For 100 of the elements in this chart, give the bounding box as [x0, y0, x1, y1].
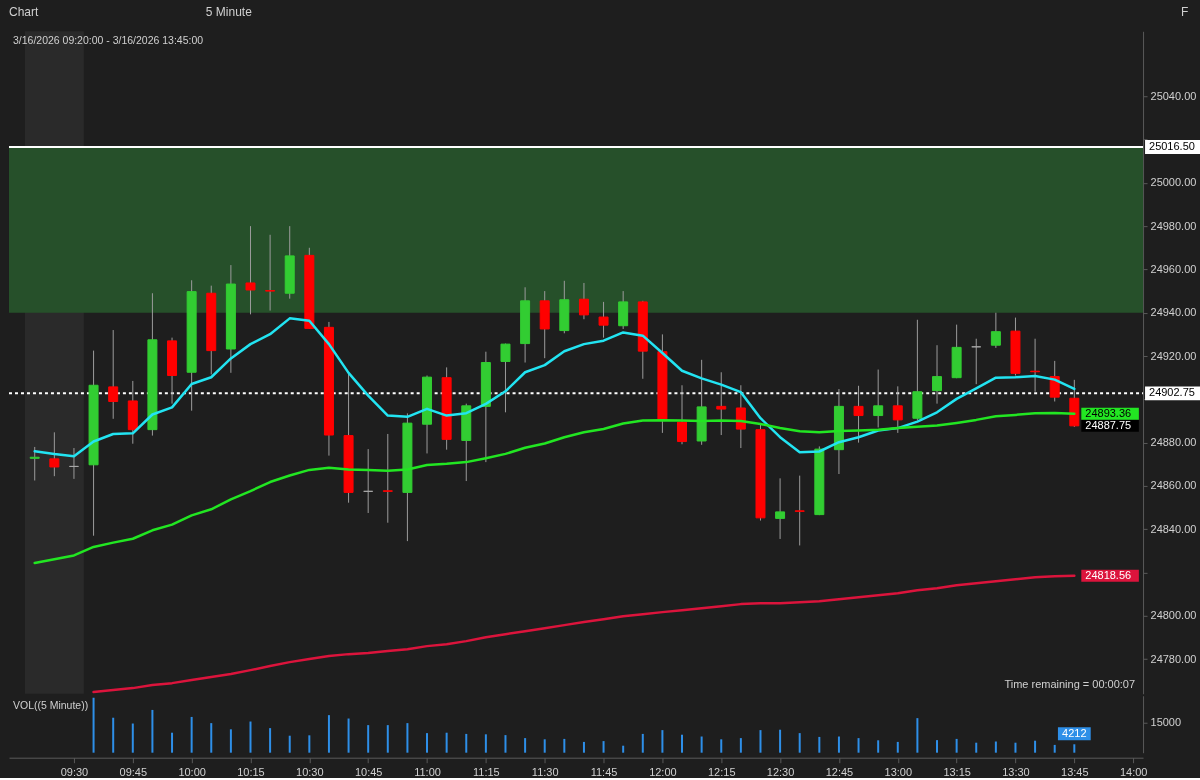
- bar: [1014, 742, 1017, 753]
- x-tick-label: 12:30: [766, 766, 795, 779]
- bar: [563, 738, 566, 753]
- y-tick-label: 24780.00: [1150, 652, 1197, 665]
- ref-line-label: 25016.50: [1149, 140, 1195, 153]
- bar: [798, 733, 801, 753]
- x-tick-label: 09:30: [60, 766, 89, 779]
- chart-title: VOL((5 Minute)): [12, 699, 89, 711]
- candlestick: [245, 225, 256, 315]
- y-tick-label: 24920.00: [1150, 349, 1197, 362]
- x-tick-label: 13:15: [943, 766, 971, 779]
- bar: [269, 728, 272, 753]
- candlestick: [853, 385, 864, 444]
- y-tick-label: 24840.00: [1150, 522, 1197, 535]
- bar: [131, 723, 134, 753]
- x-tick-label: 10:30: [296, 766, 324, 779]
- y-tick-label: 24980.00: [1150, 219, 1197, 232]
- candlestick: [265, 234, 276, 312]
- bar: [759, 730, 762, 753]
- y-tick-label: 24860.00: [1150, 479, 1197, 492]
- bar: [681, 734, 684, 753]
- bar: [661, 730, 664, 753]
- candlestick: [794, 475, 805, 546]
- bar: [837, 736, 840, 753]
- bar: [582, 741, 585, 753]
- bar: [720, 739, 723, 753]
- candlestick: [775, 477, 786, 540]
- bar: [190, 716, 193, 753]
- bar: [504, 735, 507, 753]
- x-tick-label: 13:30: [1002, 766, 1030, 779]
- x-tick-label: 09:45: [119, 766, 148, 779]
- x-tick-label: 10:15: [237, 766, 265, 779]
- x-tick-label: 12:45: [825, 766, 854, 779]
- bar: [92, 697, 95, 753]
- bar: [602, 741, 605, 753]
- x-tick-label: 11:30: [531, 766, 559, 779]
- bar: [465, 733, 468, 753]
- candlestick: [49, 431, 60, 477]
- x-tick-label: 12:00: [649, 766, 677, 779]
- candlestick: [578, 282, 589, 320]
- bar: [955, 738, 958, 753]
- bar: [367, 725, 370, 753]
- x-tick-label: 14:00: [1119, 766, 1148, 779]
- bar: [700, 736, 703, 753]
- bar: [936, 740, 939, 753]
- y-tick-label: 15000: [1150, 716, 1182, 729]
- text: F: [1181, 5, 1189, 20]
- x-tick-label: 11:45: [590, 766, 618, 779]
- bar: [622, 745, 625, 753]
- x-tick-label: 11:00: [414, 766, 441, 779]
- bar: [896, 741, 899, 753]
- chart-title: 3/16/2026 09:20:00 - 3/16/2026 13:45:00: [12, 35, 204, 47]
- x-tick-label: 12:15: [708, 766, 736, 779]
- candlestick: [108, 329, 119, 420]
- text: 24887.75: [1085, 418, 1132, 431]
- bar: [1034, 740, 1037, 753]
- candlestick: [735, 384, 746, 449]
- bar: [347, 718, 350, 753]
- bar: [386, 725, 389, 753]
- line-series: [33, 317, 1076, 458]
- bar: [445, 732, 448, 753]
- y-tick-label: 25040.00: [1150, 89, 1197, 102]
- bar: [1053, 744, 1056, 753]
- candlestick: [500, 343, 511, 413]
- bar: [916, 718, 919, 753]
- bar: [818, 736, 821, 753]
- x-tick-label: 11:15: [473, 766, 500, 779]
- data-label: 24893.36: [1085, 406, 1132, 419]
- candlestick: [618, 290, 629, 330]
- candlestick: [677, 384, 688, 445]
- candlestick: [990, 312, 1001, 349]
- candlestick: [29, 446, 40, 482]
- bar: [1073, 744, 1076, 753]
- y-tick-label: 24800.00: [1150, 609, 1197, 622]
- ref-line-label: 24902.75: [1149, 386, 1195, 399]
- y-tick-label: 24940.00: [1150, 306, 1197, 319]
- annotation: Time remaining = 00:00:07: [1004, 677, 1136, 690]
- text: 5 Minute: [205, 5, 253, 20]
- candlestick: [716, 371, 727, 436]
- bar: [151, 709, 154, 753]
- bar: [327, 715, 330, 753]
- bar: [288, 735, 291, 753]
- data-label: 4212: [1062, 727, 1087, 740]
- candlestick: [873, 369, 884, 428]
- bar: [171, 732, 174, 753]
- y-tick-label: 24880.00: [1150, 436, 1197, 449]
- bar: [641, 733, 644, 753]
- bar: [406, 723, 409, 753]
- bar: [779, 729, 782, 753]
- candlestick: [598, 301, 609, 339]
- y-tick-label: 24960.00: [1150, 262, 1197, 275]
- bar: [524, 738, 527, 753]
- x-tick-label: 13:45: [1061, 766, 1089, 779]
- bar: [229, 729, 232, 753]
- bar: [210, 723, 213, 753]
- text: Chart: [8, 5, 39, 20]
- candlestick: [382, 433, 393, 524]
- candlestick: [892, 385, 903, 434]
- x-tick-label: 10:00: [178, 766, 206, 779]
- y-tick-label: 25000.00: [1150, 176, 1197, 189]
